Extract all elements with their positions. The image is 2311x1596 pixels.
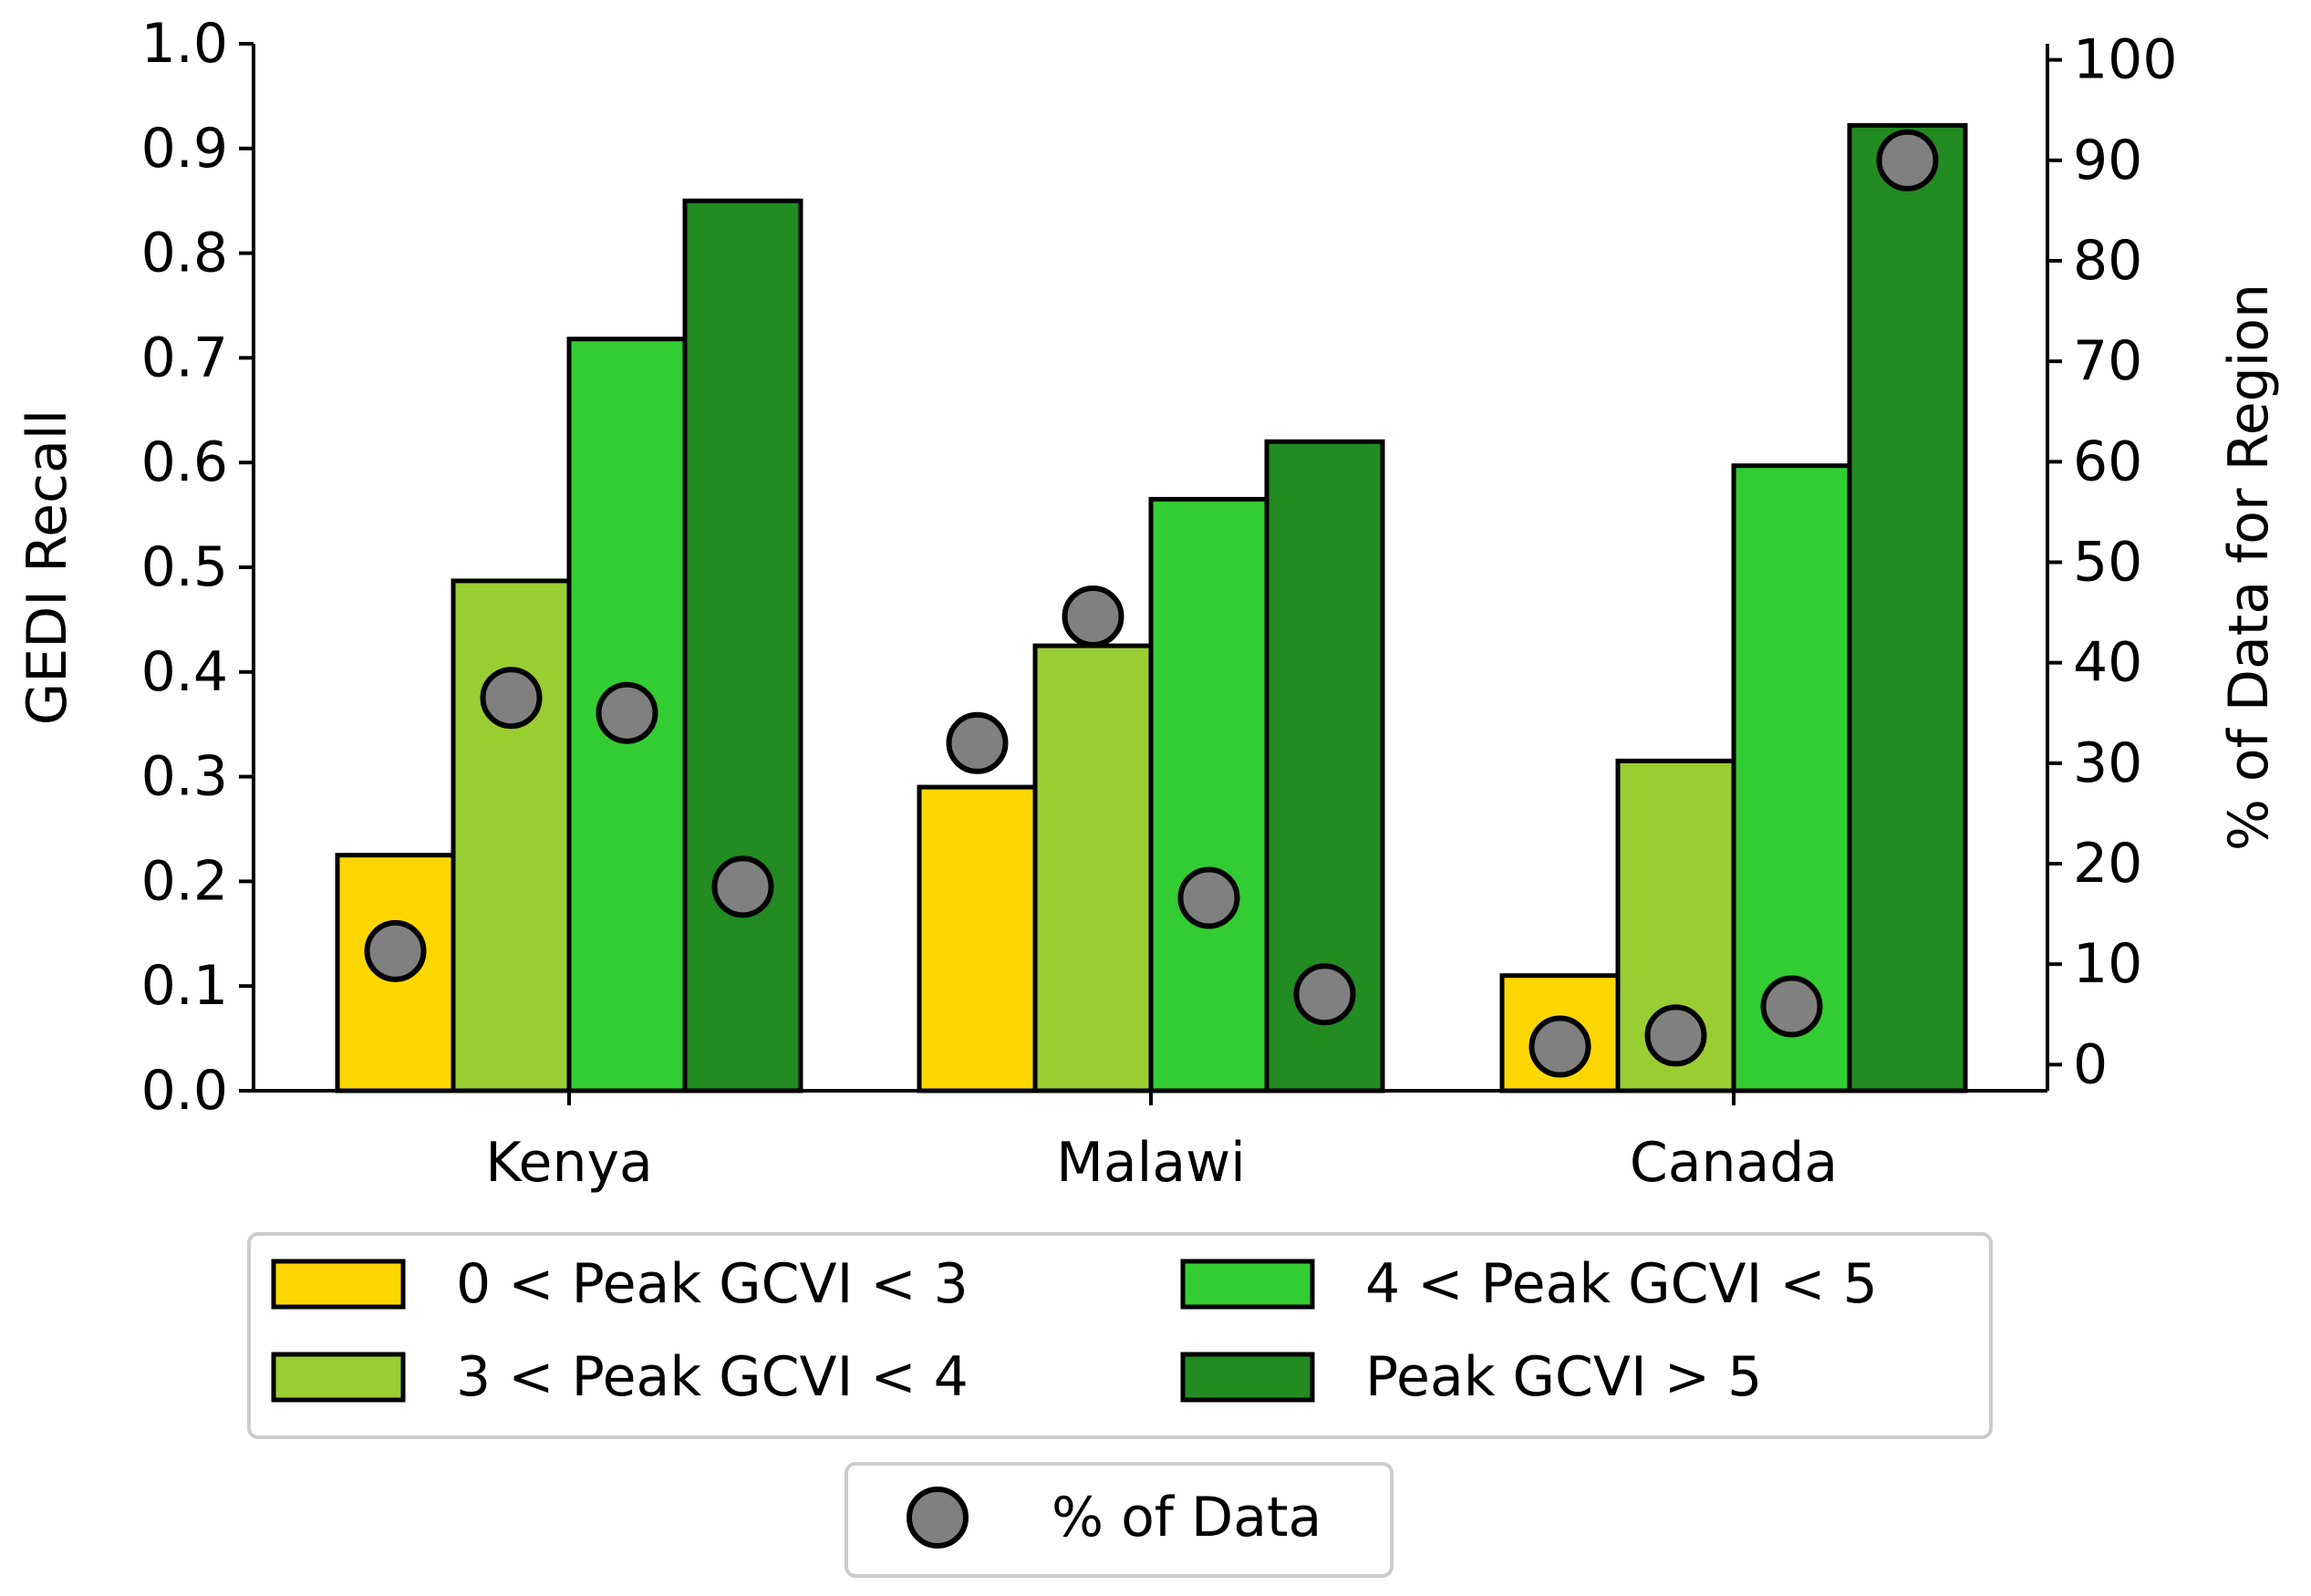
percent-marker-canada-1 — [1529, 1015, 1591, 1078]
y2-tick-label: 60 — [2073, 430, 2142, 493]
legend-swatch-series-4 — [1180, 1352, 1315, 1403]
legend-label-series-3: 4 < Peak GCVI < 5 — [1365, 1252, 1878, 1316]
bar-kenya-series-4 — [682, 198, 803, 1093]
y2-tick-label: 80 — [2073, 229, 2142, 293]
bar-kenya-series-2 — [451, 578, 572, 1093]
axes-layer: 0.0 0.1 0.2 0.3 0.4 0.5 0.6 0.7 0.8 0.9 1.0 0 10 20 30… — [16, 12, 2281, 1195]
bar-malawi-series-2 — [1032, 643, 1154, 1093]
y-tick-label: 0.9 — [141, 117, 228, 181]
percent-marker-malawi-4 — [1293, 963, 1356, 1026]
legend-marker-percent — [907, 1487, 969, 1549]
bar-canada-series-4 — [1847, 123, 1968, 1093]
y-tick-label: 0.6 — [141, 430, 228, 494]
legend-swatch-series-3 — [1180, 1259, 1315, 1310]
percent-marker-canada-3 — [1760, 975, 1823, 1038]
percent-marker-malawi-1 — [946, 711, 1009, 774]
y-tick-label: 1.0 — [141, 12, 228, 76]
y2-tick-label: 50 — [2073, 530, 2142, 594]
legend: 0 < Peak GCVI < 3 3 < Peak GCVI < 4 4 < Pe… — [247, 1232, 1993, 1578]
percent-marker-canada-4 — [1876, 129, 1939, 192]
legend-label-series-2: 3 < Peak GCVI < 4 — [456, 1345, 969, 1409]
y-tick-label: 0.2 — [141, 849, 228, 913]
legend-label-percent: % of Data — [1052, 1486, 1321, 1549]
percent-marker-malawi-2 — [1062, 585, 1124, 648]
y-tick-label: 0.7 — [141, 326, 228, 389]
y2-axis-label: % of Data for Region — [2217, 284, 2281, 851]
legend-swatch-series-1 — [271, 1259, 406, 1310]
legend-swatch-series-2 — [271, 1352, 406, 1403]
y-tick-label: 0.1 — [141, 954, 228, 1018]
percent-marker-malawi-3 — [1177, 866, 1240, 929]
legend-box-percent — [845, 1462, 1394, 1578]
legend-label-series-1: 0 < Peak GCVI < 3 — [456, 1252, 969, 1316]
percent-markers-layer — [364, 129, 1939, 1078]
percent-marker-canada-2 — [1644, 1004, 1707, 1067]
y2-tick-label: 30 — [2073, 731, 2142, 795]
y-tick-label: 0.4 — [141, 640, 228, 704]
y2-tick-label: 40 — [2073, 631, 2142, 695]
y2-tick-label: 10 — [2073, 932, 2142, 996]
y2-tick-label: 100 — [2073, 28, 2178, 92]
y2-tick-label: 90 — [2073, 129, 2142, 192]
legend-box-series — [247, 1232, 1993, 1439]
x-tick-label: Malawi — [1056, 1131, 1246, 1195]
bars-layer — [335, 123, 1968, 1093]
percent-marker-kenya-3 — [596, 681, 658, 744]
percent-marker-kenya-4 — [711, 855, 774, 918]
y-tick-label: 0.0 — [141, 1059, 228, 1123]
y-tick-label: 0.3 — [141, 745, 228, 809]
percent-marker-kenya-1 — [364, 919, 427, 982]
bar-malawi-series-3 — [1148, 496, 1269, 1093]
y2-tick-label: 70 — [2073, 329, 2142, 393]
x-tick-label: Kenya — [485, 1131, 653, 1195]
legend-label-series-4: Peak GCVI > 5 — [1365, 1345, 1762, 1409]
y-tick-label: 0.5 — [141, 535, 228, 599]
y-tick-label: 0.8 — [141, 222, 228, 285]
bar-malawi-series-1 — [917, 784, 1038, 1093]
x-tick-label: Canada — [1630, 1131, 1838, 1195]
y-axis-label: GEDI Recall — [16, 409, 79, 725]
y2-tick-label: 20 — [2073, 832, 2142, 896]
percent-marker-kenya-2 — [480, 667, 543, 730]
y2-tick-label: 0 — [2073, 1032, 2108, 1096]
